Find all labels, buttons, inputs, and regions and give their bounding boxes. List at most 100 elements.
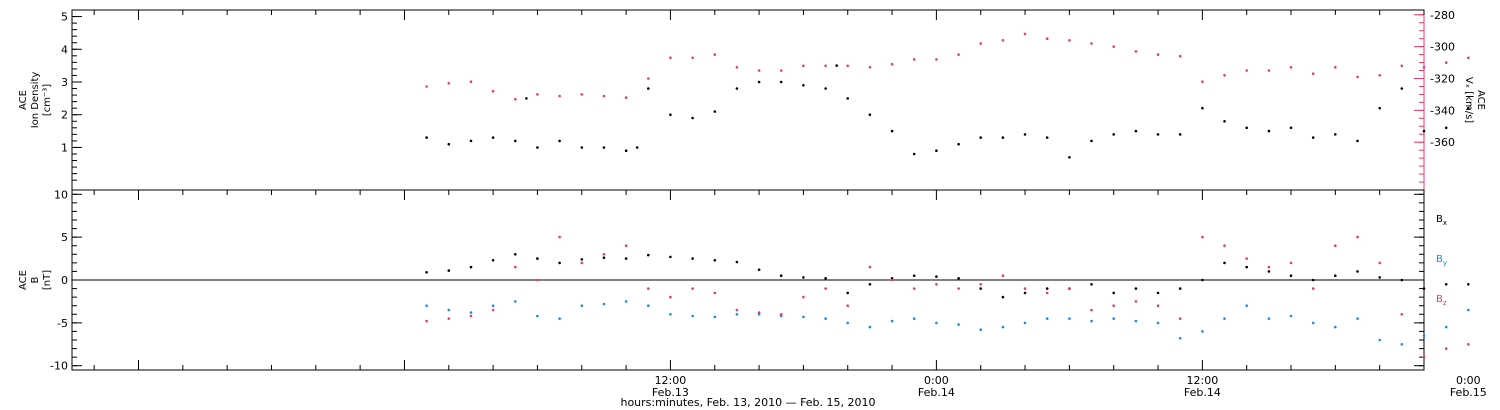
field-point-bz xyxy=(868,265,872,269)
density-point xyxy=(635,146,639,149)
field-tick-label: 10 xyxy=(54,188,68,201)
velocity-point xyxy=(1001,39,1005,42)
field-point-by xyxy=(824,317,827,320)
field-point-bz xyxy=(802,295,805,299)
velocity-point xyxy=(824,64,827,68)
field-point-bx xyxy=(669,255,672,259)
field-point-bz xyxy=(957,287,960,290)
field-point-bx xyxy=(602,256,606,260)
field-point-bx xyxy=(624,257,628,260)
field-point-bx xyxy=(1156,291,1160,295)
velocity-point xyxy=(1023,32,1027,36)
density-point xyxy=(558,139,561,143)
field-point-bx xyxy=(1467,283,1470,286)
field-point-bx xyxy=(1245,265,1248,269)
field-point-bz xyxy=(1378,261,1381,265)
field-point-by xyxy=(1334,325,1337,329)
density-point xyxy=(1045,136,1049,139)
field-point-bz xyxy=(580,261,584,265)
field-point-by xyxy=(1068,317,1071,320)
field-point-bz xyxy=(1201,235,1204,239)
density-point xyxy=(580,146,584,149)
field-point-by xyxy=(691,314,694,318)
field-point-by xyxy=(912,317,916,320)
velocity-point xyxy=(1045,37,1049,40)
velocity-point xyxy=(1334,66,1337,69)
density-tick-label: 2 xyxy=(61,109,68,122)
field-point-bz xyxy=(1001,274,1005,278)
velocity-point xyxy=(979,42,982,45)
field-point-bz xyxy=(514,265,517,269)
field-point-bz xyxy=(979,283,982,286)
field-point-bz xyxy=(558,235,561,239)
field-axis-label: ACEB[nT] xyxy=(18,270,53,290)
velocity-tick-label: -300 xyxy=(1430,41,1455,54)
field-point-by xyxy=(713,315,717,319)
field-point-by xyxy=(1178,337,1182,340)
field-point-bz xyxy=(1444,347,1448,350)
field-point-bz xyxy=(1068,287,1071,290)
field-point-bz xyxy=(447,317,451,320)
field-point-bz xyxy=(779,313,783,316)
field-point-by xyxy=(1245,304,1248,308)
field-point-bx xyxy=(824,277,827,280)
field-point-by xyxy=(1400,343,1404,346)
field-point-by xyxy=(1289,314,1293,318)
field-point-bx xyxy=(647,253,650,257)
velocity-point xyxy=(1267,69,1271,72)
velocity-point xyxy=(425,85,428,88)
field-point-by xyxy=(1444,325,1448,329)
field-point-by xyxy=(802,315,805,319)
density-point xyxy=(713,110,717,113)
density-tick-label: 5 xyxy=(61,11,68,24)
density-point xyxy=(1223,120,1226,123)
density-point xyxy=(1311,136,1315,139)
velocity-point xyxy=(536,93,539,96)
density-tick-label: 4 xyxy=(61,43,68,56)
field-point-by xyxy=(1023,321,1027,325)
field-point-bz xyxy=(491,308,495,312)
density-point xyxy=(525,97,528,100)
density-point xyxy=(514,139,517,143)
field-point-bx xyxy=(1289,274,1293,278)
density-tick-label: 3 xyxy=(61,76,68,89)
field-point-bx xyxy=(1023,291,1027,295)
density-point xyxy=(1400,87,1404,90)
field-point-bx xyxy=(912,274,916,278)
density-point xyxy=(912,152,916,156)
field-point-bz xyxy=(1090,308,1093,312)
density-point xyxy=(1289,126,1293,130)
density-point xyxy=(425,136,428,139)
field-point-bz xyxy=(912,287,916,290)
field-point-bx xyxy=(1112,291,1115,295)
density-point xyxy=(1178,133,1182,136)
field-point-by xyxy=(536,314,539,318)
density-point xyxy=(779,80,783,84)
field-point-bx xyxy=(1134,287,1138,290)
field-point-bz xyxy=(647,287,650,290)
field-point-by xyxy=(1201,330,1204,333)
density-point xyxy=(469,139,473,143)
field-point-bx xyxy=(935,275,938,278)
time-axis-title: hours:minutes, Feb. 13, 2010 — Feb. 15, … xyxy=(620,396,875,409)
field-point-by xyxy=(935,321,938,325)
field-point-bx xyxy=(713,259,717,262)
density-point xyxy=(979,136,982,139)
velocity-point xyxy=(1178,54,1182,58)
velocity-point xyxy=(957,53,960,56)
field-point-by xyxy=(624,300,628,303)
velocity-point xyxy=(602,94,606,98)
density-point xyxy=(1090,139,1093,143)
velocity-tick-label: -320 xyxy=(1430,72,1455,85)
field-point-by xyxy=(669,313,672,316)
field-point-bz xyxy=(1311,287,1315,290)
density-point xyxy=(1245,126,1248,130)
field-point-bx xyxy=(558,261,561,265)
density-point xyxy=(691,116,694,120)
density-point xyxy=(824,87,827,90)
density-point xyxy=(835,64,838,67)
velocity-point xyxy=(624,96,628,99)
velocity-axis-label: ACEVₓ [km/s] xyxy=(1463,77,1486,123)
field-point-bz xyxy=(536,278,539,282)
density-point xyxy=(1201,106,1204,110)
